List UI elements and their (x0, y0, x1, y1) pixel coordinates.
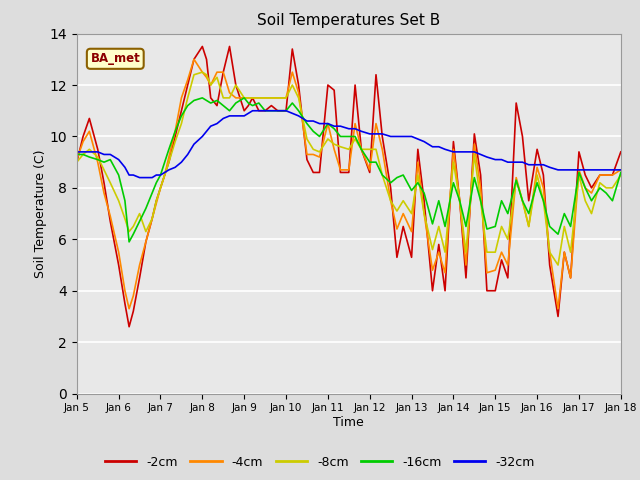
-2cm (198, 44, 206, 49)
-16cm (309, 129, 317, 134)
Y-axis label: Soil Temperature (C): Soil Temperature (C) (34, 149, 47, 278)
Line: -8cm: -8cm (77, 72, 621, 265)
-2cm (337, 169, 344, 175)
-8cm (303, 136, 311, 142)
-8cm (554, 262, 562, 268)
-16cm (125, 239, 133, 245)
-8cm (483, 249, 491, 255)
Line: -2cm: -2cm (77, 47, 621, 327)
Text: BA_met: BA_met (90, 52, 140, 65)
Legend: -2cm, -4cm, -8cm, -16cm, -32cm: -2cm, -4cm, -8cm, -16cm, -32cm (100, 451, 540, 474)
Line: -4cm: -4cm (77, 60, 621, 309)
Line: -16cm: -16cm (77, 98, 621, 242)
-2cm (106, 218, 114, 224)
-4cm (106, 213, 114, 219)
-4cm (190, 57, 198, 62)
-4cm (518, 198, 526, 204)
-4cm (125, 306, 133, 312)
-4cm (492, 267, 499, 273)
-4cm (79, 139, 87, 144)
-32cm (73, 149, 81, 155)
-32cm (617, 167, 625, 173)
-2cm (518, 133, 526, 139)
-4cm (309, 152, 317, 157)
-2cm (79, 133, 87, 139)
-4cm (617, 167, 625, 173)
-2cm (617, 149, 625, 155)
Title: Soil Temperatures Set B: Soil Temperatures Set B (257, 13, 440, 28)
-16cm (617, 169, 625, 175)
-32cm (136, 175, 143, 180)
-4cm (337, 167, 344, 173)
-32cm (518, 159, 526, 165)
-32cm (79, 149, 87, 155)
-2cm (309, 169, 317, 175)
-32cm (106, 152, 114, 157)
-32cm (309, 118, 317, 124)
-8cm (198, 69, 206, 75)
-16cm (337, 133, 344, 139)
-8cm (106, 180, 114, 186)
-32cm (492, 156, 499, 162)
-8cm (513, 177, 520, 183)
X-axis label: Time: Time (333, 416, 364, 429)
-32cm (337, 123, 344, 129)
-16cm (79, 152, 87, 157)
-32cm (249, 108, 257, 114)
-2cm (73, 159, 81, 165)
-8cm (330, 141, 338, 147)
-8cm (617, 172, 625, 178)
-16cm (492, 224, 499, 229)
-2cm (492, 288, 499, 294)
-16cm (518, 198, 526, 204)
-8cm (79, 152, 87, 157)
-8cm (73, 159, 81, 165)
-4cm (73, 156, 81, 162)
-16cm (73, 152, 81, 157)
Line: -32cm: -32cm (77, 111, 621, 178)
-2cm (125, 324, 133, 330)
-16cm (198, 95, 206, 101)
-16cm (106, 156, 114, 162)
